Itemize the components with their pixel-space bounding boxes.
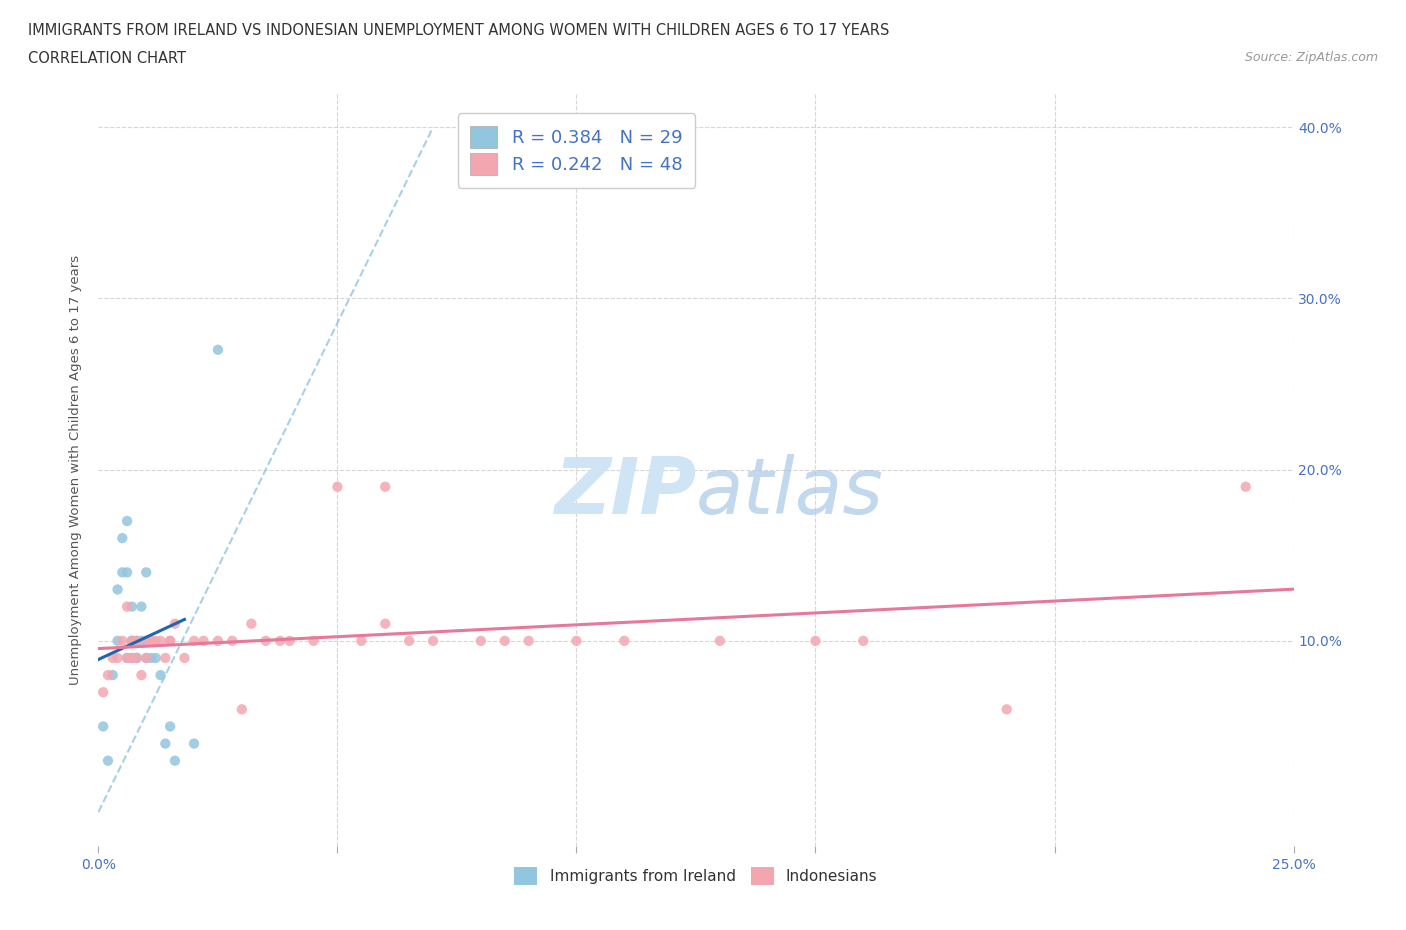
Point xyxy=(422,633,444,648)
Point xyxy=(107,582,129,597)
Text: IMMIGRANTS FROM IRELAND VS INDONESIAN UNEMPLOYMENT AMONG WOMEN WITH CHILDREN AGE: IMMIGRANTS FROM IRELAND VS INDONESIAN UN… xyxy=(28,23,890,38)
Point xyxy=(115,599,138,614)
Point xyxy=(155,737,177,751)
Point xyxy=(107,633,129,648)
Point xyxy=(155,651,177,666)
Point xyxy=(131,599,153,614)
Point xyxy=(350,633,373,648)
Point xyxy=(995,702,1018,717)
Point xyxy=(221,633,243,648)
Point xyxy=(97,668,120,683)
Point xyxy=(115,651,138,666)
Point xyxy=(326,479,349,494)
Point xyxy=(145,633,167,648)
Point xyxy=(709,633,731,648)
Point xyxy=(254,633,277,648)
Point xyxy=(135,633,157,648)
Point xyxy=(121,633,143,648)
Point xyxy=(145,651,167,666)
Point xyxy=(115,565,138,579)
Point xyxy=(374,479,396,494)
Point xyxy=(159,719,181,734)
Point xyxy=(131,668,153,683)
Point xyxy=(121,599,143,614)
Point xyxy=(1234,479,1257,494)
Legend: Immigrants from Ireland, Indonesians: Immigrants from Ireland, Indonesians xyxy=(508,860,884,891)
Point xyxy=(135,651,157,666)
Point xyxy=(852,633,875,648)
Point xyxy=(125,651,148,666)
Point xyxy=(565,633,588,648)
Point xyxy=(101,668,124,683)
Point xyxy=(125,651,148,666)
Point xyxy=(139,633,162,648)
Point xyxy=(269,633,291,648)
Point xyxy=(125,633,148,648)
Point xyxy=(125,633,148,648)
Point xyxy=(115,513,138,528)
Point xyxy=(470,633,492,648)
Point xyxy=(613,633,636,648)
Point xyxy=(121,633,143,648)
Y-axis label: Unemployment Among Women with Children Ages 6 to 17 years: Unemployment Among Women with Children A… xyxy=(69,255,83,684)
Point xyxy=(149,633,172,648)
Point xyxy=(121,651,143,666)
Point xyxy=(125,651,148,666)
Point xyxy=(111,531,134,546)
Point xyxy=(398,633,420,648)
Point xyxy=(207,633,229,648)
Point xyxy=(139,651,162,666)
Point xyxy=(121,651,143,666)
Point xyxy=(183,633,205,648)
Point xyxy=(115,651,138,666)
Point xyxy=(240,617,263,631)
Text: CORRELATION CHART: CORRELATION CHART xyxy=(28,51,186,66)
Point xyxy=(183,737,205,751)
Point xyxy=(97,753,120,768)
Text: atlas: atlas xyxy=(696,454,884,530)
Point xyxy=(374,617,396,631)
Text: ZIP: ZIP xyxy=(554,454,696,530)
Point xyxy=(163,753,186,768)
Point xyxy=(207,342,229,357)
Text: Source: ZipAtlas.com: Source: ZipAtlas.com xyxy=(1244,51,1378,64)
Point xyxy=(111,565,134,579)
Point xyxy=(121,633,143,648)
Point xyxy=(302,633,325,648)
Point xyxy=(135,565,157,579)
Point xyxy=(91,684,114,699)
Point xyxy=(193,633,215,648)
Point xyxy=(159,633,181,648)
Point xyxy=(278,633,301,648)
Point xyxy=(101,651,124,666)
Point xyxy=(517,633,540,648)
Point xyxy=(159,633,181,648)
Point xyxy=(494,633,516,648)
Point xyxy=(107,651,129,666)
Point xyxy=(131,633,153,648)
Point xyxy=(804,633,827,648)
Point xyxy=(163,617,186,631)
Point xyxy=(111,633,134,648)
Point xyxy=(91,719,114,734)
Point xyxy=(231,702,253,717)
Point xyxy=(135,651,157,666)
Point xyxy=(149,668,172,683)
Point xyxy=(173,651,195,666)
